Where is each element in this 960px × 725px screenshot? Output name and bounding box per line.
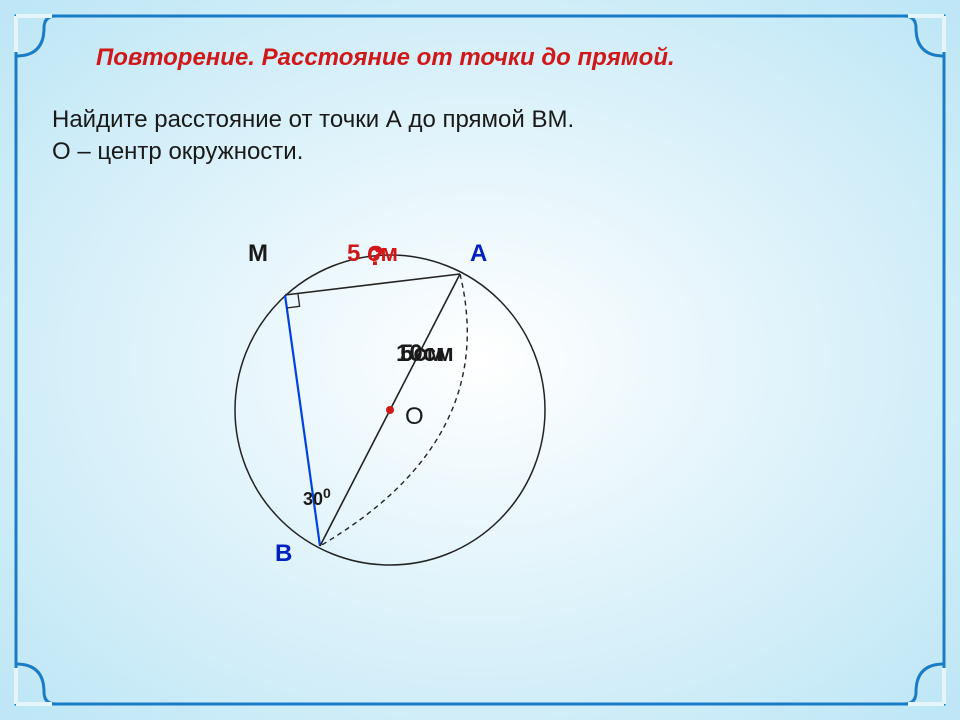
angle-value: 30 bbox=[303, 489, 323, 509]
ma-question-mark: ? bbox=[367, 240, 384, 272]
problem-line2: О – центр окружности. bbox=[52, 136, 574, 168]
problem-text: Найдите расстояние от точки А до прямой … bbox=[52, 104, 574, 169]
geometry-diagram: M A B O 5 см ? 10см 5см 300 bbox=[140, 200, 640, 650]
problem-line1: Найдите расстояние от точки А до прямой … bbox=[52, 104, 574, 136]
title-text: Повторение. Расстояние от точки до прямо… bbox=[96, 44, 675, 71]
slide-title: Повторение. Расстояние от точки до прямо… bbox=[96, 44, 675, 72]
angle-30: 300 bbox=[303, 485, 331, 510]
radius-5cm: 5см bbox=[400, 340, 444, 368]
label-A: A bbox=[470, 240, 487, 268]
center-dot bbox=[386, 406, 394, 414]
label-B: B bbox=[275, 540, 292, 568]
label-O: O bbox=[405, 403, 424, 431]
right-angle-marker bbox=[287, 294, 300, 309]
label-M: M bbox=[248, 240, 268, 268]
angle-sup: 0 bbox=[323, 485, 331, 501]
